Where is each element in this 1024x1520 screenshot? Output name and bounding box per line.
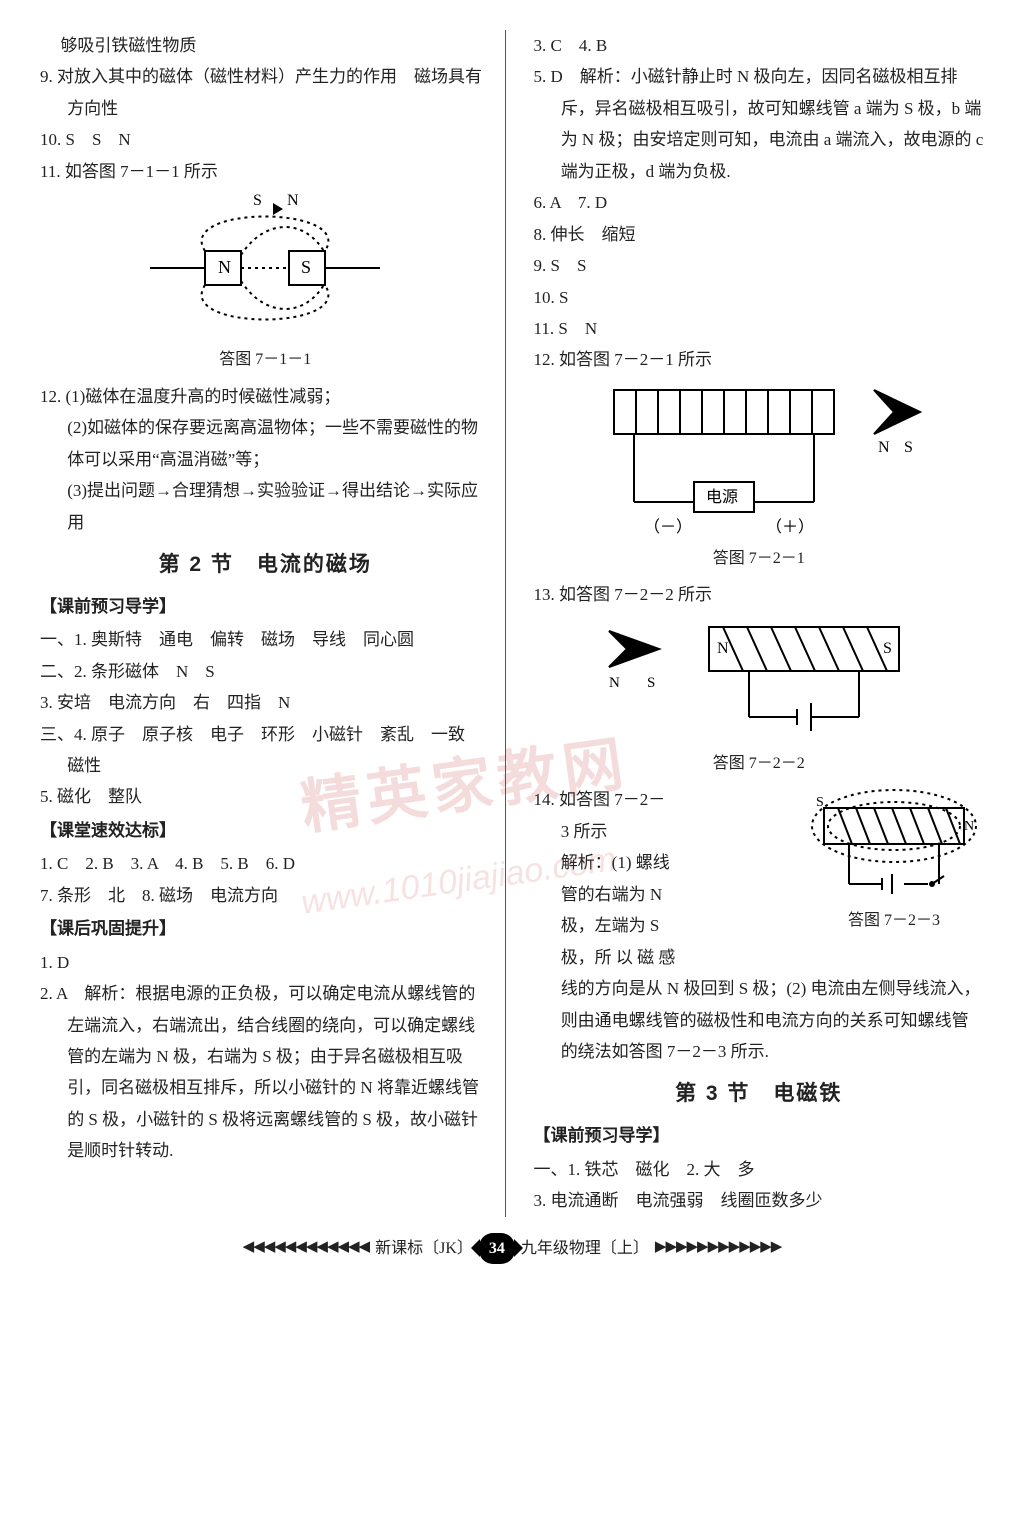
answer-item-10: 10. S S N [40, 124, 491, 155]
footer-arrows-left: ◀◀◀◀◀◀◀◀◀◀◀◀ [243, 1234, 369, 1262]
figure-7-1-1-caption: 答图 7－1－1 [219, 345, 311, 375]
right-r10f: 极，所 以 磁 感 [534, 942, 985, 973]
svg-text:S: S [883, 640, 892, 657]
figure-7-2-1-caption: 答图 7－2－1 [713, 544, 805, 574]
in-class-subhead: 【课堂速效达标】 [40, 815, 491, 846]
section-2-title: 第 2 节 电流的磁场 [40, 546, 491, 585]
page-columns: 够吸引铁磁性物质 9. 对放入其中的磁体（磁性材料）产生力的作用 磁场具有方向性… [40, 30, 984, 1217]
left-column: 够吸引铁磁性物质 9. 对放入其中的磁体（磁性材料）产生力的作用 磁场具有方向性… [40, 30, 506, 1217]
preview-d2: 3. 电流通断 电流强弱 线圈匝数多少 [534, 1185, 985, 1216]
preview-a3: 3. 安培 电流方向 右 四指 N [40, 687, 491, 718]
right-r9: 13. 如答图 7－2－2 所示 [534, 579, 985, 610]
preview-subhead: 【课前预习导学】 [40, 591, 491, 622]
answer-item-9: 9. 对放入其中的磁体（磁性材料）产生力的作用 磁场具有方向性 [40, 61, 491, 124]
figure-7-2-1: 电源 （－） （＋） N S 答图 7－2－1 [534, 382, 985, 574]
svg-text:N: N [287, 193, 299, 209]
svg-text:N: N [878, 439, 890, 456]
right-column: 3. C 4. B 5. D 解析：小磁针静止时 N 极向左，因同名磁极相互排斥… [534, 30, 985, 1217]
svg-text:N: N [717, 640, 729, 657]
figure-7-1-1: N S S N 答图 7－1－1 [40, 193, 491, 375]
right-r2: 5. D 解析：小磁针静止时 N 极向左，因同名磁极相互排斥，异名磁极相互吸引，… [534, 61, 985, 187]
answer-item-11: 11. 如答图 7－1－1 所示 [40, 156, 491, 187]
post-c1: 1. D [40, 947, 491, 978]
preview-subhead-2: 【课前预习导学】 [534, 1120, 985, 1151]
right-r1: 3. C 4. B [534, 30, 985, 61]
figure-7-2-3-caption: 答图 7－2－3 [804, 906, 984, 936]
footer-page-number: 34 [479, 1233, 515, 1265]
footer-center-left: 新课标〔JK〕 [375, 1234, 473, 1264]
figure-7-2-2: N S N S 答图 7－2－2 [534, 617, 985, 779]
preview-a1: 一、1. 奥斯特 通电 偏转 磁场 导线 同心圆 [40, 624, 491, 655]
answer-fragment: 够吸引铁磁性物质 [40, 30, 491, 61]
right-r5: 9. S S [534, 250, 985, 281]
inclass-b2: 7. 条形 北 8. 磁场 电流方向 [40, 880, 491, 911]
post-c2: 2. A 解析：根据电源的正负极，可以确定电流从螺线管的左端流入，右端流出，结合… [40, 978, 491, 1167]
magnet-field-diagram-icon: N S S N [145, 193, 385, 343]
preview-a4: 三、4. 原子 原子核 电子 环形 小磁针 紊乱 一致 磁性 [40, 719, 491, 782]
footer-center-right: 九年级物理〔上〕 [521, 1234, 649, 1264]
figure-7-2-2-caption: 答图 7－2－2 [713, 749, 805, 779]
right-r6: 10. S [534, 282, 985, 313]
page-footer: ◀◀◀◀◀◀◀◀◀◀◀◀ 新课标〔JK〕 34 九年级物理〔上〕 ▶▶▶▶▶▶▶… [40, 1233, 984, 1265]
right-r11: 线的方向是从 N 极回到 S 极；(2) 电流由左侧导线流入，则由通电螺线管的磁… [534, 973, 985, 1067]
svg-text:电源: 电源 [706, 488, 738, 506]
right-r3: 6. A 7. D [534, 187, 985, 218]
figure-7-2-3: S N 答图 7－2－3 [804, 784, 984, 936]
inclass-b1: 1. C 2. B 3. A 4. B 5. B 6. D [40, 848, 491, 879]
answer-item-12-1: 12. (1)磁体在温度升高的时候磁性减弱； [40, 381, 491, 412]
preview-a5: 5. 磁化 整队 [40, 781, 491, 812]
svg-text:（＋）: （＋） [766, 518, 814, 536]
svg-text:N: N [609, 675, 620, 691]
svg-text:S: S [816, 795, 824, 810]
answer-item-12-3: (3)提出问题→合理猜想→实验验证→得出结论→实际应用 [40, 475, 491, 538]
svg-text:N: N [218, 257, 231, 277]
svg-text:S: S [253, 193, 262, 209]
preview-d1: 一、1. 铁芯 磁化 2. 大 多 [534, 1154, 985, 1185]
svg-text:S: S [647, 675, 655, 691]
solenoid-circuit-icon: 电源 （－） （＋） N S [594, 382, 924, 542]
post-class-subhead: 【课后巩固提升】 [40, 913, 491, 944]
svg-text:N: N [964, 819, 974, 834]
footer-arrows-right: ▶▶▶▶▶▶▶▶▶▶▶▶ [655, 1234, 781, 1262]
solenoid-field-icon: S N [804, 784, 984, 904]
right-r4: 8. 伸长 缩短 [534, 219, 985, 250]
svg-text:S: S [904, 439, 913, 456]
answer-item-12-2: (2)如磁体的保存要远离高温物体；一些不需要磁性的物体可以采用“高温消磁”等； [40, 412, 491, 475]
right-r8: 12. 如答图 7－2－1 所示 [534, 344, 985, 375]
svg-text:S: S [301, 257, 311, 277]
right-r7: 11. S N [534, 313, 985, 344]
solenoid-compass-icon: N S N S [599, 617, 919, 747]
preview-a2: 二、2. 条形磁体 N S [40, 656, 491, 687]
svg-text:（－）: （－） [644, 518, 692, 536]
section-3-title: 第 3 节 电磁铁 [534, 1075, 985, 1114]
